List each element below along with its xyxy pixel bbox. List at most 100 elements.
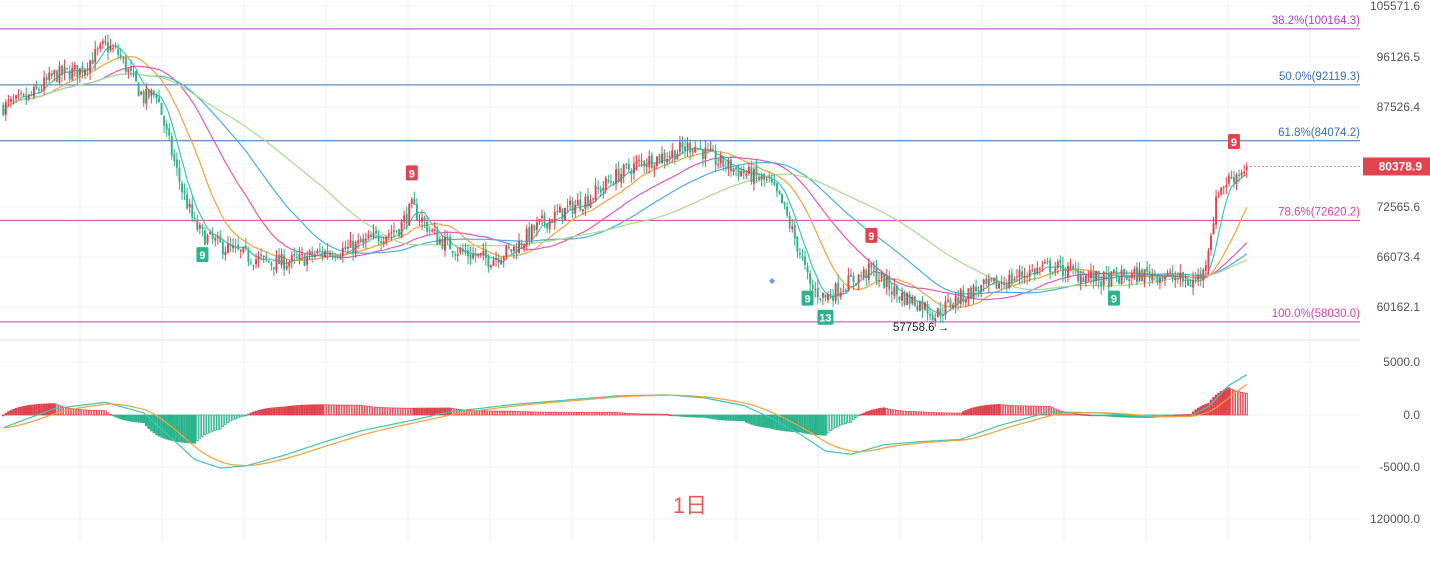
macd-histogram-bar: [487, 410, 490, 416]
candle-body: [331, 255, 334, 257]
macd-histogram-bar: [81, 409, 84, 416]
macd-histogram-bar: [298, 405, 301, 416]
macd-histogram-bar: [1089, 414, 1093, 417]
candle-body: [196, 219, 199, 230]
candle: [275, 249, 278, 274]
candle-body: [382, 241, 385, 244]
candle-body: [9, 98, 12, 102]
candle-body: [1084, 275, 1087, 282]
macd-histogram-bar: [796, 414, 799, 433]
candle-body: [106, 42, 109, 53]
candle-body: [446, 236, 449, 238]
candle: [755, 159, 758, 184]
candle: [1018, 265, 1021, 285]
macd-histogram-bar: [553, 411, 557, 416]
candle: [1123, 268, 1126, 283]
candle: [658, 153, 661, 165]
candle: [201, 224, 204, 237]
macd-histogram-bar: [602, 411, 605, 416]
marker-label: 9: [804, 294, 810, 306]
macd-histogram-bar: [773, 414, 776, 430]
macd-histogram-bar: [872, 409, 876, 416]
candle-body: [962, 290, 965, 302]
macd-histogram-bar: [1245, 393, 1249, 416]
macd-histogram-bar: [844, 414, 848, 424]
candle-body: [380, 241, 383, 244]
candle-body: [1033, 268, 1036, 275]
candle-body: [1079, 275, 1082, 284]
macd-histogram-bar: [903, 410, 906, 416]
candle-body: [1041, 265, 1044, 267]
candle-body: [114, 46, 117, 48]
td-buy-marker: 9: [196, 247, 209, 263]
candle-body: [530, 224, 533, 240]
candle: [43, 70, 46, 95]
candle: [615, 163, 618, 191]
candle: [382, 236, 385, 248]
macd-histogram-bar: [277, 406, 281, 416]
candle-body: [336, 256, 339, 258]
candle-body: [553, 211, 556, 223]
candle-body: [1220, 187, 1223, 195]
candle: [883, 272, 886, 289]
candle-body: [78, 68, 81, 76]
candle-body: [163, 116, 166, 126]
candle-body: [1021, 271, 1024, 277]
macd-histogram-bar: [836, 414, 840, 427]
candle-body: [650, 155, 653, 168]
candle: [599, 185, 602, 197]
candle-body: [1090, 271, 1092, 278]
macd-histogram-bar: [1087, 414, 1090, 417]
candle: [564, 207, 566, 221]
macd-histogram-bar: [1015, 405, 1019, 416]
candle-body: [689, 142, 692, 153]
macd-histogram-bar: [693, 414, 697, 418]
candle-body: [474, 254, 477, 257]
candle: [58, 60, 61, 85]
candle: [1230, 170, 1233, 180]
macd-histogram-bar: [1110, 414, 1113, 417]
candle-body: [160, 102, 163, 115]
macd-histogram-bar: [259, 409, 263, 416]
macd-histogram-bar: [326, 404, 329, 416]
candle-body: [714, 150, 717, 165]
macd-histogram-bar: [7, 411, 10, 416]
candle: [1148, 264, 1151, 287]
macd-histogram-bar: [14, 407, 18, 416]
macd-histogram-bar: [369, 406, 373, 416]
candle: [20, 89, 23, 97]
macd-histogram-bar: [964, 410, 968, 416]
macd-histogram-bar: [346, 404, 350, 416]
candle-body: [252, 265, 255, 267]
macd-histogram-bar: [285, 406, 288, 416]
candle-body: [35, 85, 38, 89]
candle-body: [482, 250, 485, 256]
macd-histogram-bar: [24, 405, 28, 416]
candle-body: [622, 164, 625, 177]
candle-body: [630, 171, 633, 175]
macd-histogram-bar: [492, 410, 495, 416]
macd-histogram-bar: [239, 414, 243, 418]
macd-histogram-bar: [1181, 414, 1185, 416]
candle-body: [798, 252, 801, 255]
macd-histogram-bar: [114, 414, 117, 418]
candle-body: [477, 253, 480, 256]
macd-histogram-bar: [382, 407, 386, 416]
macd-panel: [1, 374, 1249, 469]
candle-body: [594, 185, 597, 201]
macd-histogram-bar: [727, 414, 730, 421]
macd-histogram-bar: [918, 411, 922, 416]
candle-body: [581, 209, 584, 212]
candle-body: [395, 230, 398, 232]
ma-line-long: [2, 73, 1248, 295]
macd-histogram-bar: [1104, 414, 1108, 417]
candle: [127, 68, 130, 79]
candle-body: [1156, 275, 1159, 283]
candle: [497, 253, 500, 269]
candle-body: [155, 95, 158, 99]
candle: [655, 156, 658, 170]
candle-body: [408, 203, 411, 226]
marker-label: 9: [409, 168, 415, 180]
candle: [221, 239, 224, 260]
macd-histogram-bar: [165, 414, 168, 440]
